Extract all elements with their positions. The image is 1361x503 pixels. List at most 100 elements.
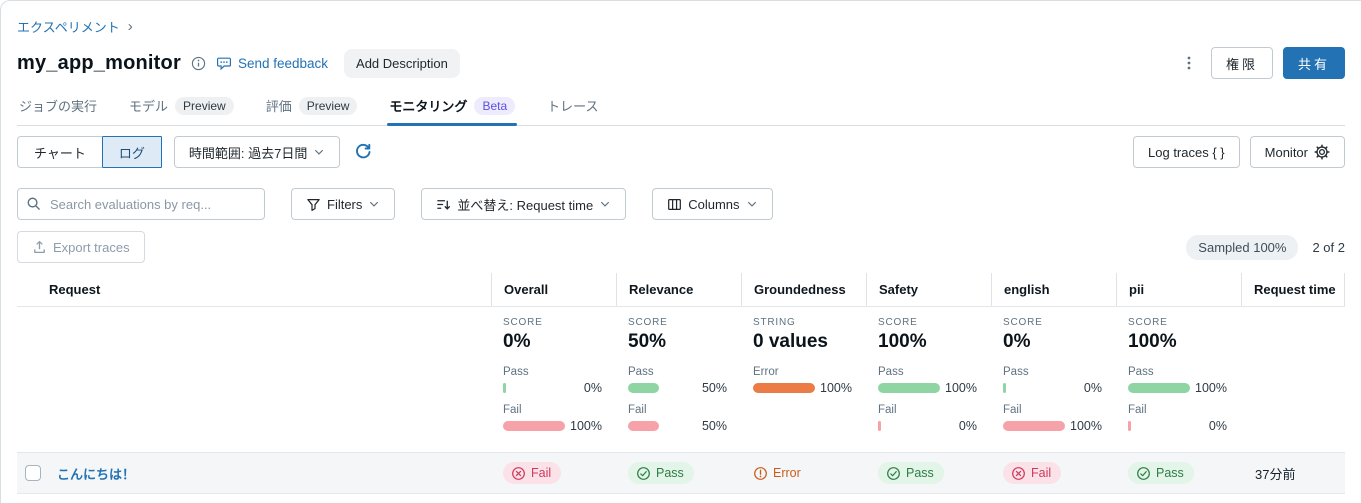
tab-monitoring[interactable]: モニタリング Beta: [387, 92, 517, 126]
relevance-result-cell: Pass: [616, 462, 741, 484]
page-title: my_app_monitor: [17, 51, 181, 74]
pass-bar: [1003, 383, 1006, 393]
sort-icon: [436, 197, 451, 212]
columns-button[interactable]: Columns: [652, 188, 773, 220]
column-header-safety[interactable]: Safety: [866, 273, 991, 306]
summary-request-time: [1241, 307, 1345, 452]
search-icon: [26, 196, 41, 216]
overall-result-cell: Fail: [491, 462, 616, 484]
summary-overall: SCORE 0% Pass 0% Fail 100%: [503, 317, 602, 433]
page-header: my_app_monitor Send feedback Add Descrip…: [17, 46, 1345, 80]
summary-spacer: [17, 307, 491, 452]
preview-badge: Preview: [175, 96, 234, 115]
preview-badge: Preview: [298, 96, 358, 115]
actions-bar: Export traces Sampled 100% 2 of 2: [17, 231, 1345, 263]
gear-icon: [1314, 144, 1330, 160]
status-icon: [1136, 466, 1151, 481]
row-checkbox[interactable]: [25, 465, 41, 481]
tab-models[interactable]: モデル Preview: [127, 92, 236, 125]
status-badge[interactable]: Error: [753, 462, 811, 484]
filter-bar: Filters 並べ替え: Request time Columns: [17, 188, 1345, 220]
export-traces-button[interactable]: Export traces: [17, 231, 145, 263]
status-icon: [511, 466, 526, 481]
send-feedback-label: Send feedback: [237, 55, 329, 71]
column-header-overall[interactable]: Overall: [491, 273, 616, 306]
tab-evaluation[interactable]: 評価 Preview: [264, 92, 360, 125]
monitor-settings-button[interactable]: Monitor: [1249, 136, 1345, 168]
filters-button[interactable]: Filters: [291, 188, 396, 220]
log-traces-button[interactable]: Log traces { }: [1133, 136, 1240, 168]
english-result-cell: Fail: [991, 462, 1116, 484]
permissions-button[interactable]: 権限: [1210, 47, 1273, 79]
chevron-right-icon: ›: [127, 18, 133, 35]
table-header: Request Overall Relevance Groundedness S…: [17, 273, 1345, 307]
chevron-down-icon: [368, 198, 380, 210]
chart-view-button[interactable]: チャート: [17, 136, 102, 168]
column-header-english[interactable]: english: [991, 273, 1116, 306]
request-cell: こんにちは！: [17, 464, 491, 483]
metric-summary-row: SCORE 0% Pass 0% Fail 100% SCORE 50% Pas…: [17, 307, 1345, 453]
table-row[interactable]: こんにちは！ Fail Pass Error Pass Fail: [17, 453, 1345, 494]
summary-relevance: SCORE 50% Pass 50% Fail 50%: [628, 317, 727, 433]
time-range-dropdown[interactable]: 時間範囲: 過去7日間: [173, 136, 341, 168]
request-link[interactable]: こんにちは！: [57, 466, 136, 482]
chevron-down-icon: [599, 198, 611, 210]
status-icon: [753, 466, 768, 481]
chevron-down-icon: [313, 146, 325, 158]
search-box: [17, 188, 265, 220]
more-actions-button[interactable]: [1177, 51, 1201, 75]
pass-bar: [628, 383, 659, 393]
fail-bar: [503, 421, 565, 431]
status-badge[interactable]: Pass: [1128, 462, 1194, 484]
sort-button[interactable]: 並べ替え: Request time: [421, 188, 627, 220]
pass-bar: [503, 383, 506, 393]
pass-bar: [1128, 383, 1190, 393]
breadcrumb-link-experiments[interactable]: エクスペリメント: [17, 20, 120, 35]
column-header-request[interactable]: Request: [49, 282, 101, 297]
status-badge[interactable]: Fail: [1003, 462, 1062, 484]
search-input[interactable]: [17, 188, 265, 220]
status-icon: [1011, 466, 1026, 481]
columns-icon: [667, 197, 682, 212]
fail-bar: [628, 421, 659, 431]
column-header-request-time[interactable]: Request time: [1241, 273, 1345, 306]
refresh-button[interactable]: [350, 139, 376, 165]
summary-safety: SCORE 100% Pass 100% Fail 0%: [878, 317, 977, 433]
request-time-value: 37分前: [1255, 466, 1296, 482]
evaluations-table: Request Overall Relevance Groundedness S…: [17, 273, 1345, 503]
row-count: 2 of 2: [1312, 239, 1345, 255]
monitor-toolbar: チャート ログ 時間範囲: 過去7日間 Log traces { } Monit…: [17, 136, 1345, 168]
share-button[interactable]: 共有: [1282, 47, 1345, 79]
safety-result-cell: Pass: [866, 462, 991, 484]
pass-bar: [878, 383, 940, 393]
summary-english: SCORE 0% Pass 0% Fail 100%: [1003, 317, 1102, 433]
table-row[interactable]: { "user_input": "GenAIの観測可能性とは何ですか？" } F…: [17, 494, 1345, 503]
fail-bar: [1128, 421, 1131, 431]
status-badge[interactable]: Fail: [503, 462, 562, 484]
send-feedback-link[interactable]: Send feedback: [216, 55, 328, 71]
status-badge[interactable]: Pass: [878, 462, 944, 484]
column-header-pii[interactable]: pii: [1116, 273, 1241, 306]
summary-groundedness: STRING 0 values Error 100%: [753, 317, 852, 395]
tab-job-runs[interactable]: ジョブの実行: [19, 99, 98, 114]
pii-result-cell: Pass: [1116, 462, 1241, 484]
groundedness-result-cell: Error: [741, 462, 866, 484]
tab-traces[interactable]: トレース: [547, 99, 599, 114]
status-badge[interactable]: Pass: [628, 462, 694, 484]
error-bar: [753, 383, 815, 393]
tab-bar: ジョブの実行 モデル Preview 評価 Preview モニタリング Bet…: [17, 92, 1345, 126]
column-header-relevance[interactable]: Relevance: [616, 273, 741, 306]
column-header-groundedness[interactable]: Groundedness: [741, 273, 866, 306]
status-icon: [886, 466, 901, 481]
view-toggle: チャート ログ: [17, 136, 162, 168]
beta-badge: Beta: [474, 96, 516, 115]
export-icon: [32, 240, 47, 255]
comment-icon: [216, 55, 232, 71]
info-icon[interactable]: [191, 56, 206, 71]
add-description-button[interactable]: Add Description: [344, 48, 460, 78]
sampled-badge: Sampled 100%: [1186, 234, 1299, 260]
summary-pii: SCORE 100% Pass 100% Fail 0%: [1128, 317, 1227, 433]
log-view-button[interactable]: ログ: [101, 136, 162, 168]
status-icon: [636, 466, 651, 481]
